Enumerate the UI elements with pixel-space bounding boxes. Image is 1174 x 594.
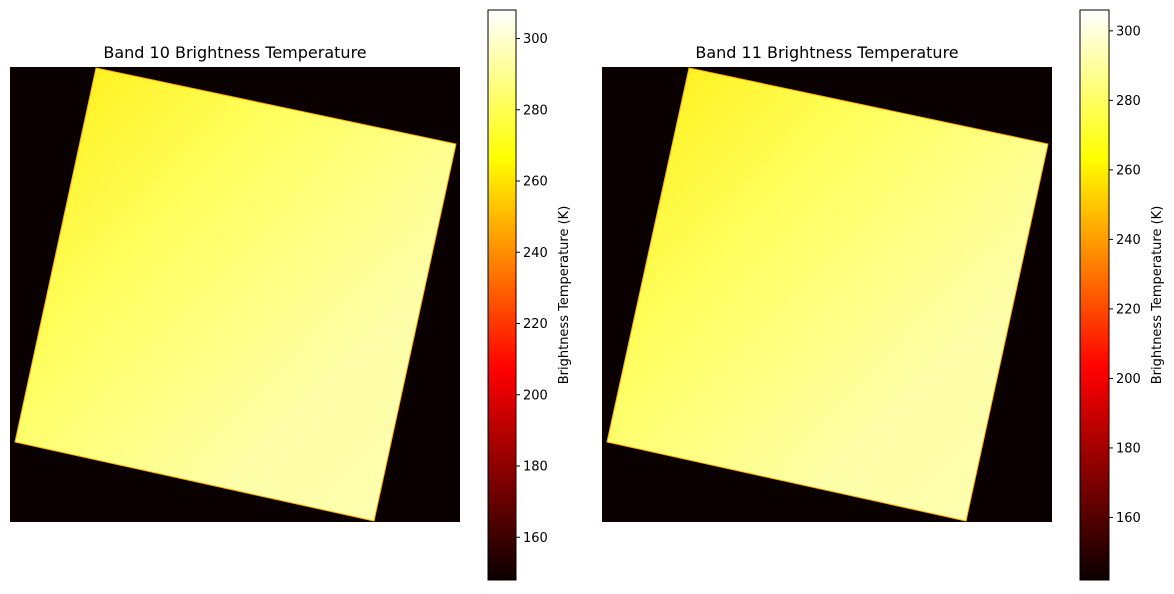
colorbar [487, 9, 517, 581]
colorbar-label: Brightness Temperature (K) [557, 206, 572, 385]
colorbar-tick-label: 240 [1116, 233, 1141, 248]
colorbar-tick-label: 180 [1116, 441, 1141, 456]
colorbar-tick-label: 240 [523, 246, 548, 261]
colorbar-tick-label: 280 [1116, 94, 1141, 109]
colorbar-tick-label: 260 [1116, 163, 1141, 178]
scene-image [14, 67, 457, 522]
colorbar-tick-label: 260 [523, 175, 548, 190]
panel-title: Band 11 Brightness Temperature [695, 43, 958, 62]
colorbar [1079, 9, 1110, 581]
colorbar-tick-label: 220 [523, 317, 548, 332]
colorbar-tick-label: 180 [523, 460, 548, 475]
colorbar-tick-label: 300 [1116, 24, 1141, 39]
colorbar-tick-label: 200 [523, 388, 548, 403]
panel-title: Band 10 Brightness Temperature [103, 43, 366, 62]
colorbar-tick-label: 160 [1116, 511, 1141, 526]
scene-image [606, 67, 1049, 522]
colorbar-tick-label: 220 [1116, 302, 1141, 317]
colorbar-tick-label: 280 [523, 103, 548, 118]
colorbar-tick-label: 200 [1116, 372, 1141, 387]
colorbar-tick-label: 300 [523, 32, 548, 47]
colorbar-label: Brightness Temperature (K) [1150, 206, 1165, 385]
colorbar-tick-label: 160 [523, 531, 548, 546]
